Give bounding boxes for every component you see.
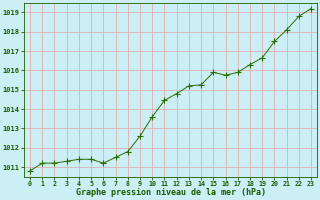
X-axis label: Graphe pression niveau de la mer (hPa): Graphe pression niveau de la mer (hPa) <box>76 188 266 197</box>
